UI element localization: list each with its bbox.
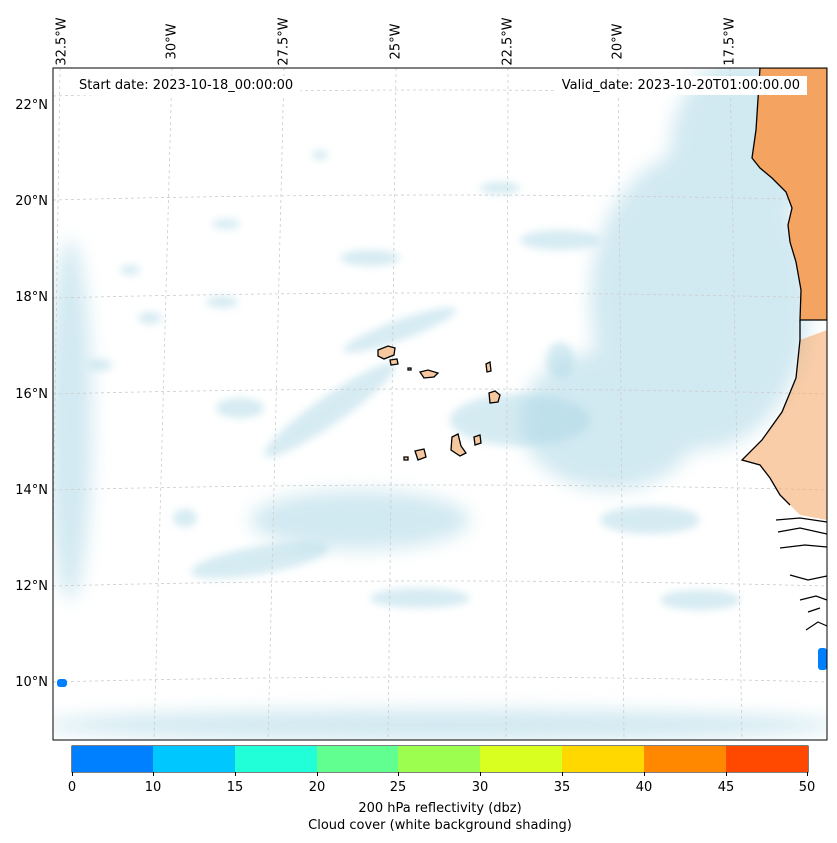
map-frame xyxy=(52,67,828,741)
colorbar-tick-label: 10 xyxy=(144,780,162,795)
lon-label-20w: 20°W xyxy=(610,23,626,59)
lon-label-17-5w: 17.5°W xyxy=(722,16,738,66)
colorbar-segment-0 xyxy=(72,746,153,772)
colorbar-tick xyxy=(153,772,154,776)
colorbar-segment-8 xyxy=(726,746,808,772)
colorbar-segment-6 xyxy=(562,746,644,772)
colorbar-segment-3 xyxy=(317,746,398,772)
colorbar-segment-1 xyxy=(153,746,235,772)
reflectivity-patch-west xyxy=(57,679,67,687)
colorbar-title: 200 hPa reflectivity (dbz) xyxy=(358,801,522,816)
colorbar-tick xyxy=(72,772,73,776)
colorbar-subtitle: Cloud cover (white background shading) xyxy=(308,818,572,833)
colorbar-tick-label: 50 xyxy=(798,780,816,795)
colorbar-tick xyxy=(398,772,399,776)
colorbar-segment-5 xyxy=(480,746,562,772)
colorbar-segment-2 xyxy=(235,746,317,772)
colorbar-tick xyxy=(235,772,236,776)
colorbar-tick xyxy=(562,772,563,776)
lon-label-32-5w: 32.5°W xyxy=(54,16,70,66)
colorbar-tick xyxy=(807,772,808,776)
colorbar-tick-label: 30 xyxy=(471,780,489,795)
map-area xyxy=(53,68,827,740)
colorbar-segment-4 xyxy=(398,746,480,772)
lat-label-20n: 20°N xyxy=(15,194,48,209)
colorbar-tick xyxy=(726,772,727,776)
colorbar-tick xyxy=(644,772,645,776)
lat-label-10n: 10°N xyxy=(15,675,48,690)
lon-label-22-5w: 22.5°W xyxy=(500,16,516,66)
colorbar-tick-label: 0 xyxy=(67,780,77,795)
colorbar-tick xyxy=(317,772,318,776)
lat-label-16n: 16°N xyxy=(15,387,48,402)
lat-label-12n: 12°N xyxy=(15,579,48,594)
colorbar-tick xyxy=(480,772,481,776)
cloud-cover-shading xyxy=(53,68,827,740)
colorbar-tick-label: 25 xyxy=(389,780,407,795)
colorbar-tick-label: 20 xyxy=(308,780,326,795)
lat-label-18n: 18°N xyxy=(15,290,48,305)
colorbar-tick-label: 15 xyxy=(226,780,244,795)
lat-label-22n: 22°N xyxy=(15,98,48,113)
colorbar-segment-7 xyxy=(644,746,726,772)
african-coast xyxy=(740,68,827,670)
reflectivity-patch-east xyxy=(818,648,827,670)
lon-label-27-5w: 27.5°W xyxy=(276,16,292,66)
lat-label-14n: 14°N xyxy=(15,483,48,498)
valid-date-label: Valid_date: 2023-10-20T01:00:00.00 xyxy=(554,76,807,95)
cabo-verde-islands xyxy=(377,345,501,461)
lon-label-25w: 25°W xyxy=(388,23,404,59)
start-date-label: Start date: 2023-10-18_00:00:00 xyxy=(72,76,301,95)
colorbar-tick-label: 35 xyxy=(553,780,571,795)
colorbar-tick-label: 45 xyxy=(717,780,735,795)
colorbar-tick-label: 40 xyxy=(635,780,653,795)
lon-label-30w: 30°W xyxy=(164,23,180,59)
